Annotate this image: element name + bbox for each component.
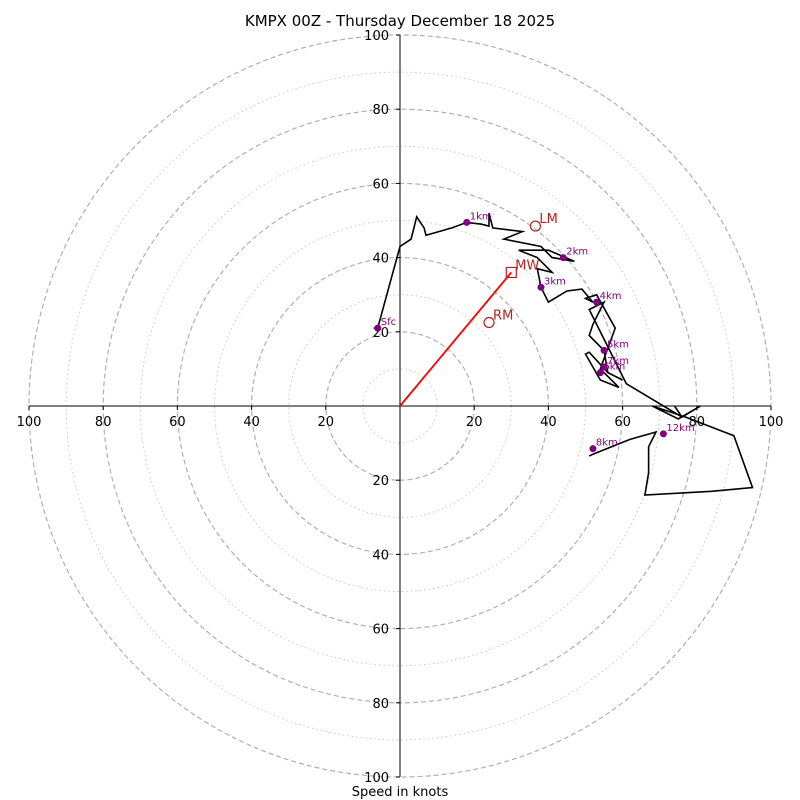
x-tick-label: 40 (540, 415, 557, 430)
y-tick-label: 60 (372, 177, 389, 192)
mean-wind-vector (399, 271, 512, 407)
y-tick-label: 60 (372, 623, 389, 638)
y-tick-label: 40 (372, 252, 389, 267)
height-marker-12km (659, 430, 667, 438)
y-tick-label: 100 (364, 29, 389, 44)
x-tick-label: 60 (614, 415, 631, 430)
y-tick-label: 20 (372, 474, 389, 489)
x-axis-label: Speed in knots (352, 785, 449, 800)
height-label-7km: 7km (607, 356, 629, 367)
height-marker-8km (589, 445, 597, 453)
x-tick-label: 100 (17, 415, 42, 430)
x-tick-label: 60 (169, 415, 186, 430)
x-tick-label: 20 (318, 415, 335, 430)
height-label-5km: 5km (607, 339, 629, 350)
x-tick-label: 80 (689, 415, 706, 430)
height-marker-7km (600, 363, 608, 371)
storm-motion-marker-RM (483, 316, 495, 329)
height-label-6km: 6km (603, 362, 625, 373)
height-marker-6km (596, 369, 604, 377)
height-label-8km: 8km (596, 438, 618, 449)
x-tick-label: 100 (759, 415, 784, 430)
storm-motion-label-MW: MW (515, 258, 539, 273)
height-label-1km: 1km (470, 211, 492, 222)
height-marker-5km (600, 346, 608, 354)
height-label-Sfc: Sfc (381, 317, 396, 328)
hodograph-trace (376, 212, 754, 496)
tick-labels: 100 80 60 40 20 20 40 60 80 100100806040202040608… (17, 29, 784, 786)
x-tick-label: 40 (243, 415, 260, 430)
x-tick-label: 80 (95, 415, 112, 430)
hodograph-trace-layer (376, 212, 754, 496)
storm-motion-marker-LM (529, 220, 542, 232)
x-tick-label: 20 (466, 415, 483, 430)
storm-motion-label-RM: RM (493, 309, 513, 324)
y-tick-label: 100 (364, 771, 389, 786)
height-label-2km: 2km (566, 247, 588, 258)
storm-motion-marker-MW (505, 266, 517, 279)
height-marker-4km (593, 298, 601, 306)
height-label-4km: 4km (600, 291, 622, 302)
height-label-12km: 12km (666, 423, 694, 434)
y-tick-label: 80 (372, 103, 389, 118)
height-marker-1km (463, 218, 471, 226)
y-tick-label: 40 (372, 548, 389, 563)
height-marker-3km (537, 283, 545, 291)
height-marker-2km (559, 254, 567, 262)
storm-motion-markers: LM MW RM (483, 212, 558, 329)
mean-wind-vector-layer (399, 271, 512, 407)
height-marker-Sfc (374, 324, 382, 332)
y-tick-label: 80 (372, 697, 389, 712)
height-label-3km: 3km (544, 276, 566, 287)
storm-motion-label-LM: LM (539, 212, 557, 227)
chart-title: KMPX 00Z - Thursday December 18 2025 (245, 12, 555, 30)
